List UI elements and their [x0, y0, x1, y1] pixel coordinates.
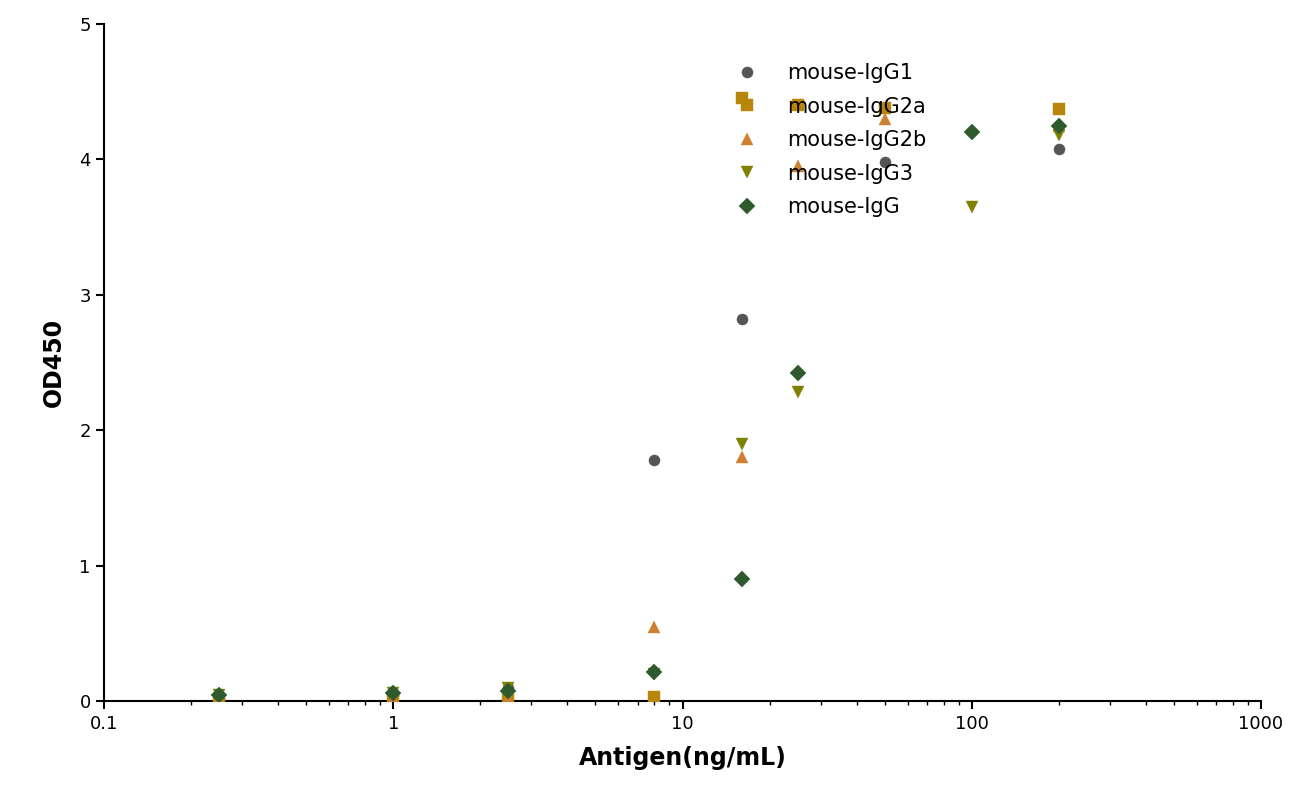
mouse-IgG2a: [385, 695, 400, 705]
mouse-IgG2b: [500, 694, 516, 704]
mouse-IgG1: [212, 694, 227, 704]
mouse-IgG2a: [1050, 104, 1066, 114]
mouse-IgG3: [212, 689, 227, 700]
Line: mouse-IgG2a: mouse-IgG2a: [213, 93, 1065, 705]
mouse-IgG1: [878, 157, 893, 167]
Line: mouse-IgG3: mouse-IgG3: [213, 129, 1065, 700]
mouse-IgG3: [965, 202, 980, 212]
mouse-IgG: [965, 128, 980, 137]
mouse-IgG2b: [790, 161, 806, 171]
mouse-IgG1: [646, 455, 662, 465]
mouse-IgG3: [733, 439, 749, 449]
mouse-IgG: [1050, 121, 1066, 131]
mouse-IgG2b: [212, 695, 227, 705]
mouse-IgG2a: [733, 94, 749, 104]
mouse-IgG: [212, 689, 227, 700]
mouse-IgG2a: [212, 695, 227, 705]
mouse-IgG1: [733, 315, 749, 324]
mouse-IgG3: [1050, 130, 1066, 139]
mouse-IgG3: [500, 683, 516, 693]
mouse-IgG1: [500, 683, 516, 693]
mouse-IgG2a: [646, 693, 662, 702]
Line: mouse-IgG2b: mouse-IgG2b: [213, 113, 1065, 705]
mouse-IgG1: [385, 689, 400, 700]
mouse-IgG: [385, 689, 400, 698]
mouse-IgG2b: [646, 622, 662, 631]
Line: mouse-IgG1: mouse-IgG1: [213, 143, 1065, 705]
mouse-IgG2b: [1050, 121, 1066, 131]
mouse-IgG3: [646, 669, 662, 679]
mouse-IgG2b: [878, 114, 893, 124]
Y-axis label: OD450: OD450: [42, 318, 65, 407]
Line: mouse-IgG: mouse-IgG: [213, 120, 1065, 700]
mouse-IgG2a: [878, 103, 893, 112]
mouse-IgG2a: [790, 100, 806, 110]
mouse-IgG: [500, 685, 516, 695]
mouse-IgG2a: [500, 695, 516, 705]
mouse-IgG3: [385, 689, 400, 698]
mouse-IgG1: [1050, 143, 1066, 153]
mouse-IgG: [733, 575, 749, 584]
mouse-IgG2b: [733, 453, 749, 462]
X-axis label: Antigen(ng/mL): Antigen(ng/mL): [578, 747, 786, 771]
mouse-IgG: [646, 667, 662, 677]
mouse-IgG2b: [385, 695, 400, 705]
mouse-IgG: [790, 369, 806, 379]
Legend: mouse-IgG1, mouse-IgG2a, mouse-IgG2b, mouse-IgG3, mouse-IgG: mouse-IgG1, mouse-IgG2a, mouse-IgG2b, mo…: [716, 55, 935, 226]
mouse-IgG3: [790, 387, 806, 397]
